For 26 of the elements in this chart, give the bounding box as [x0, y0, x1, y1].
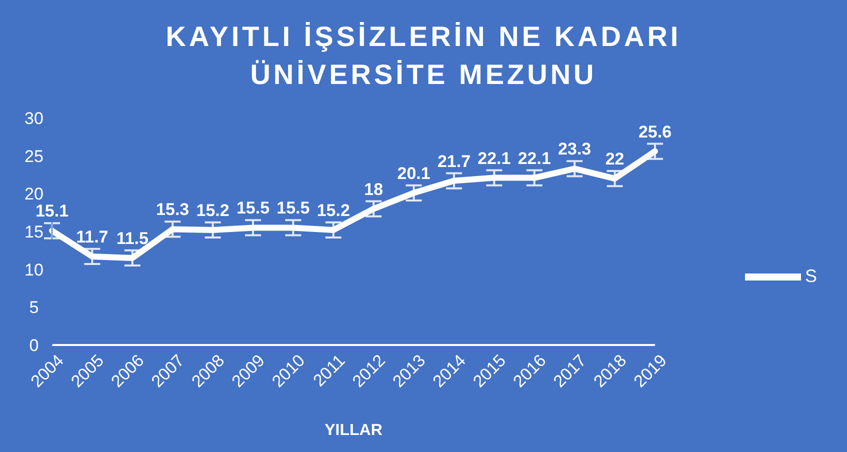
y-tick-label: 30 [24, 109, 44, 128]
y-tick-label: 25 [24, 146, 44, 166]
data-label: 15.1 [35, 202, 69, 221]
data-label: 15.5 [276, 198, 310, 218]
y-tick-label: 10 [24, 260, 44, 280]
data-label: 15.5 [236, 198, 270, 218]
x-axis-title: YILLAR [324, 422, 383, 439]
legend-label: S [804, 265, 817, 286]
data-label: 25.6 [638, 122, 672, 142]
y-tick-label: 5 [29, 298, 39, 318]
data-label: 21.7 [437, 152, 471, 171]
y-tick-label: 0 [29, 336, 39, 356]
data-label: 15.2 [316, 200, 350, 220]
data-label: 22 [605, 150, 624, 169]
data-label: 15.2 [196, 200, 230, 220]
chart-title: KAYITLI İŞSİZLERİN NE KADARI ÜNİVERSİTE MEZUNU [164, 20, 682, 92]
y-tick-label: 15 [24, 222, 44, 242]
data-label: 23.3 [558, 140, 592, 159]
data-label: 18 [364, 180, 384, 199]
y-tick-label: 20 [24, 184, 44, 204]
data-label: 11.7 [76, 227, 108, 246]
data-label: 22.1 [518, 148, 551, 168]
data-label: 22.1 [478, 148, 511, 168]
data-label: 11.5 [116, 228, 148, 248]
data-label: 15.3 [156, 200, 190, 220]
data-label: 20.1 [397, 164, 430, 183]
